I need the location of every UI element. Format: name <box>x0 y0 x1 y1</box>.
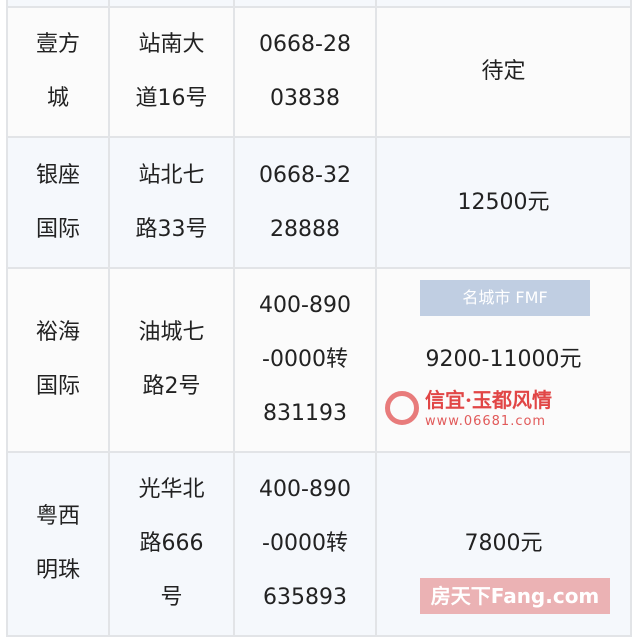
cell-price: 7800元 <box>375 451 632 637</box>
cell-address: 油城七 路2号 <box>108 267 235 453</box>
cell-phone: 0668-28 03838 <box>233 6 377 138</box>
cell-name: 壹方 城 <box>6 6 110 138</box>
table-row: 粤西 明珠 光华北 路666 号 400-890 -0000转 635893 7… <box>6 451 632 637</box>
cell-phone <box>233 0 377 8</box>
cell-address <box>108 0 235 8</box>
table-row <box>6 0 632 8</box>
cell-address: 光华北 路666 号 <box>108 451 235 637</box>
cell-price: 待定 <box>375 6 632 138</box>
cell-price: 9200-11000元 <box>375 267 632 453</box>
cell-name: 裕海 国际 <box>6 267 110 453</box>
cell-name <box>6 0 110 8</box>
property-table: 壹方 城 站南大 道16号 0668-28 03838 待定 银座 国际 站北七… <box>6 0 632 637</box>
cell-name: 银座 国际 <box>6 136 110 269</box>
cell-price: 12500元 <box>375 136 632 269</box>
cell-phone: 0668-32 28888 <box>233 136 377 269</box>
cell-phone: 400-890 -0000转 831193 <box>233 267 377 453</box>
cell-name: 粤西 明珠 <box>6 451 110 637</box>
cell-price <box>375 0 632 8</box>
table-row: 银座 国际 站北七 路33号 0668-32 28888 12500元 <box>6 136 632 269</box>
table-row: 裕海 国际 油城七 路2号 400-890 -0000转 831193 9200… <box>6 267 632 453</box>
cell-phone: 400-890 -0000转 635893 <box>233 451 377 637</box>
cell-address: 站北七 路33号 <box>108 136 235 269</box>
cell-address: 站南大 道16号 <box>108 6 235 138</box>
table-row: 壹方 城 站南大 道16号 0668-28 03838 待定 <box>6 6 632 138</box>
